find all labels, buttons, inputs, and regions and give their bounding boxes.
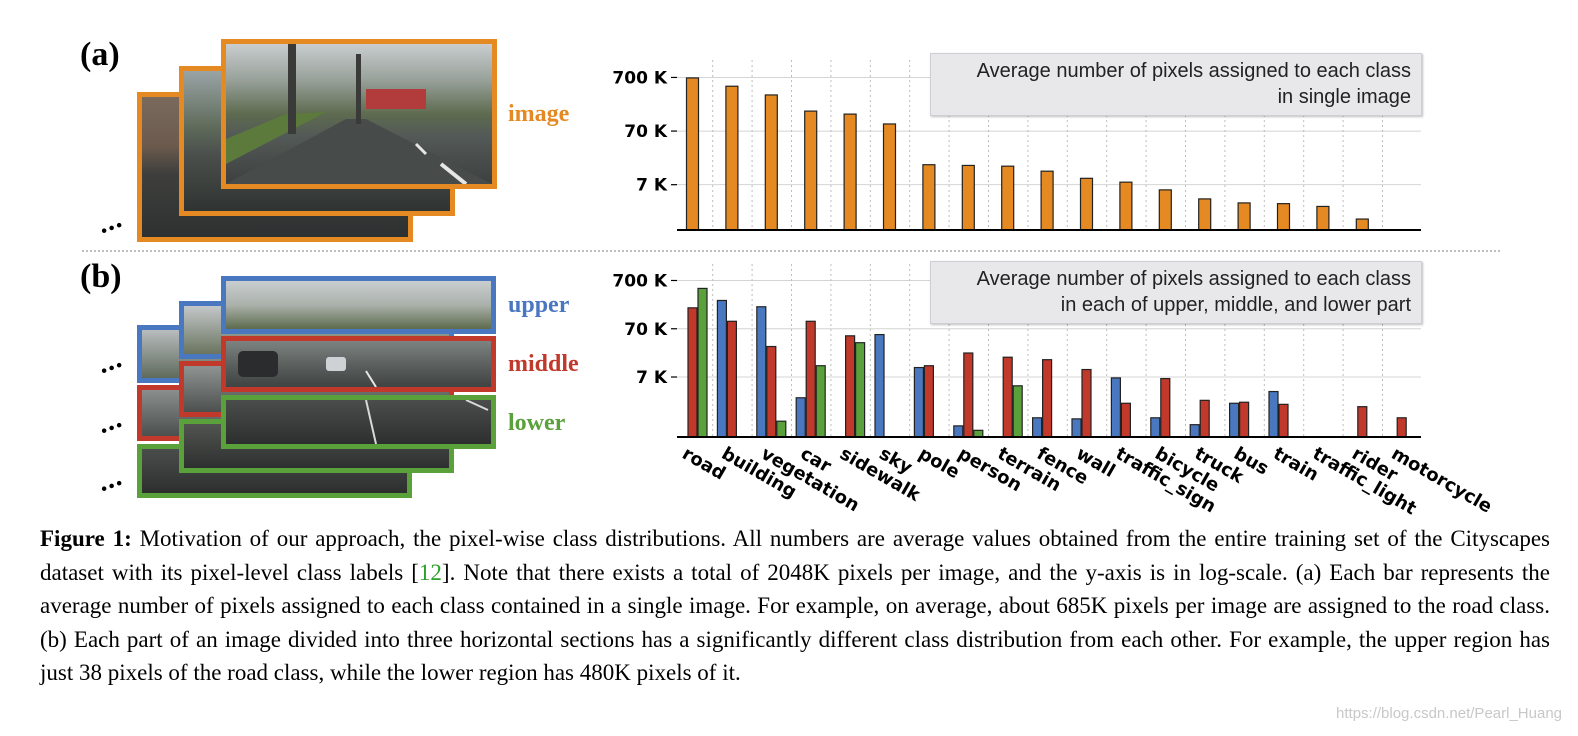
chart-a-bar-image-traffic_light — [1316, 205, 1330, 231]
chart-b-bar-lower-person — [973, 429, 984, 438]
chart-b-bar-middle-fence — [1042, 359, 1053, 438]
chart-a-legend-line-1: Average number of pixels assigned to eac… — [976, 60, 1411, 82]
figure-caption: Figure 1: Motivation of our approach, th… — [40, 522, 1550, 690]
chart-b-bar-upper-pole — [913, 366, 924, 438]
chart-b-ytick-label-2: 700 K — [612, 271, 667, 291]
lower-label: lower — [508, 410, 566, 436]
chart-b-bar-upper-bus — [1228, 402, 1240, 438]
chart-a-bar-image-traffic_sign — [1119, 181, 1133, 231]
lower-frame-front — [221, 395, 496, 449]
chart-b-ytick-label-0: 7 K — [636, 368, 668, 388]
chart-a-bar-image-truck — [1198, 198, 1212, 231]
chart-a-ytick-label-2: 700 K — [612, 68, 667, 88]
middle-scene — [238, 351, 377, 387]
chart-a-legend-line-2: in single image — [1277, 86, 1411, 108]
chart-b-xtick-label-road: road — [679, 443, 730, 484]
chart-b-bar-upper-person — [953, 425, 964, 438]
panel-divider — [82, 250, 1500, 252]
image-frame-front — [221, 39, 497, 189]
ellipsis-b-middle: ... — [93, 402, 127, 441]
street-scene — [226, 44, 492, 184]
chart-b-bar-upper-wall — [1071, 418, 1082, 438]
chart-a-bar-image-person — [961, 164, 975, 231]
middle-frame-front — [221, 336, 496, 392]
chart-b-bar-upper-sky — [874, 333, 885, 438]
caption-label: Figure 1: — [40, 526, 132, 551]
upper-label: upper — [508, 292, 570, 318]
chart-a-bar-image-wall — [1079, 177, 1094, 231]
chart-b-bar-middle-truck — [1199, 399, 1210, 438]
chart-b-bar-middle-building — [726, 320, 737, 438]
chart-a-bar-image-terrain — [1001, 165, 1015, 231]
watermark: https://blog.csdn.net/Pearl_Huang — [1336, 705, 1562, 722]
chart-a-bar-image-train — [1276, 203, 1291, 231]
chart-b-ytick-label-1: 70 K — [624, 320, 668, 340]
chart-a-bar-image-sky — [882, 123, 897, 231]
chart-a-bar-image-pole — [922, 164, 936, 231]
chart-b-bar-middle-terrain — [1002, 356, 1013, 438]
ellipsis-b-lower: ... — [93, 460, 127, 499]
panel-b-letter: (b) — [80, 258, 122, 295]
chart-b-bar-middle-motorcycle — [1396, 417, 1407, 438]
chart-b-bar-middle-pole — [923, 365, 934, 438]
middle-label: middle — [508, 351, 579, 377]
ellipsis-a: ... — [93, 202, 127, 241]
chart-a-bar-image-bicycle — [1158, 189, 1172, 231]
chart-a-bar-image-vegetation — [764, 94, 778, 231]
panel-a-letter: (a) — [80, 36, 120, 73]
chart-b-bar-upper-bicycle — [1150, 417, 1161, 438]
caption-text-2: ]. Note that there exists a total of 204… — [40, 559, 1550, 686]
chart-b-bar-upper-train — [1268, 390, 1279, 438]
chart-a-ytick-label-0: 7 K — [636, 176, 668, 196]
lower-scene — [365, 400, 489, 444]
chart-b-bar-middle-road — [687, 307, 698, 438]
chart-a-legend: Average number of pixels assigned to eac… — [930, 53, 1422, 116]
citation-link[interactable]: 12 — [418, 559, 442, 585]
chart-b-bar-lower-road — [697, 287, 708, 438]
chart-b-bar-upper-car — [795, 397, 806, 438]
chart-b-bar-middle-bicycle — [1160, 377, 1171, 438]
chart-a-bar-image-car — [804, 110, 818, 231]
chart-a-bar-image-fence — [1040, 170, 1054, 231]
ellipsis-b-upper: ... — [93, 342, 127, 381]
chart-b-legend-line-1: Average number of pixels assigned to eac… — [976, 268, 1411, 290]
chart-b-bar-middle-vegetation — [766, 345, 777, 438]
chart-b-bar-middle-sidewalk — [845, 335, 856, 438]
chart-b-bar-middle-train — [1278, 403, 1289, 438]
chart-a-bar-image-rider — [1355, 218, 1369, 231]
chart-b-bar-lower-car — [815, 365, 826, 438]
chart-b-legend-line-2: in each of upper, middle, and lower part — [1060, 294, 1411, 316]
chart-a-bar-image-bus — [1237, 202, 1251, 231]
chart-b-bar-upper-vegetation — [756, 306, 767, 438]
chart-a-bar-image-building — [725, 85, 739, 231]
chart-b-bar-middle-bus — [1238, 401, 1250, 438]
chart-b-bar-lower-terrain — [1012, 385, 1023, 438]
chart-a-ytick-label-1: 70 K — [624, 122, 668, 142]
chart-b-bar-middle-traffic_sign — [1120, 402, 1132, 438]
chart-b-bar-middle-person — [963, 352, 974, 438]
chart-b-bar-upper-building — [716, 299, 728, 438]
chart-b-bar-upper-truck — [1189, 424, 1200, 438]
chart-b-bar-lower-vegetation — [776, 420, 787, 438]
chart-b-xtick-label-pole: pole — [915, 443, 963, 483]
chart-b-bar-middle-car — [805, 320, 816, 438]
image-label: image — [508, 101, 570, 127]
chart-b-bar-upper-traffic_sign — [1110, 377, 1122, 438]
upper-frame-front — [221, 276, 496, 334]
chart-b-bar-upper-fence — [1032, 417, 1043, 438]
chart-b-bar-middle-wall — [1081, 368, 1092, 438]
chart-b-legend: Average number of pixels assigned to eac… — [930, 261, 1422, 324]
chart-a-bar-image-road — [685, 77, 700, 231]
caption-text-1: Motivation of our approach, the pixel-wi… — [40, 526, 1550, 585]
chart-b-bar-lower-sidewalk — [855, 342, 866, 438]
chart-a-bar-image-sidewalk — [843, 113, 857, 231]
chart-b-bar-middle-rider — [1357, 406, 1368, 438]
